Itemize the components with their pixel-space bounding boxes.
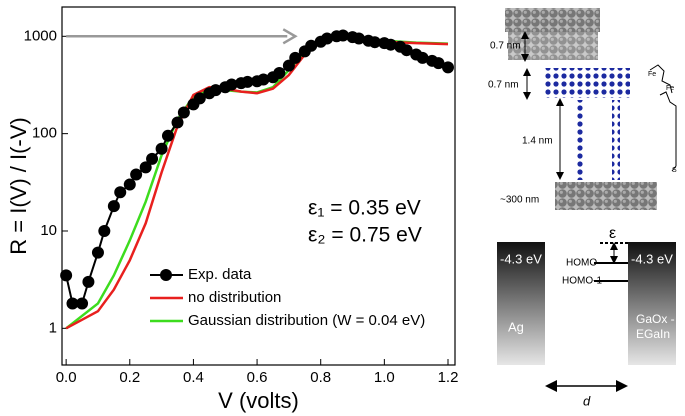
- data-point: [114, 186, 127, 199]
- diagram: 0.7 nm 0.7 nm 1.4 nm ~300 nm Fe Fe S -4.…: [488, 8, 677, 408]
- data-point: [66, 297, 79, 310]
- x-axis-label: V (volts): [218, 388, 299, 413]
- label: ε: [609, 225, 616, 242]
- molecule-sketch: [649, 64, 677, 172]
- plot-frame: [61, 6, 456, 366]
- data-point: [289, 51, 302, 64]
- data-point: [107, 200, 120, 213]
- y-axis-label: R = I(V) / I(-V): [6, 117, 31, 255]
- data-point: [146, 152, 159, 165]
- data-point: [441, 61, 454, 74]
- data-point: [321, 32, 334, 45]
- label: GaOx -: [636, 312, 675, 326]
- electrode-ag: [497, 242, 545, 365]
- data-point: [177, 106, 190, 119]
- legend-label: no distribution: [188, 289, 281, 306]
- annotation: ε₂ = 0.75 eV: [308, 224, 422, 247]
- label: -4.3 eV: [500, 251, 542, 266]
- electrode-top-layer: [508, 32, 598, 60]
- arrow-head: [282, 28, 298, 45]
- chain: [612, 100, 620, 180]
- data-point: [257, 73, 270, 86]
- legend-label: Exp. data: [188, 266, 252, 283]
- data-point: [98, 224, 111, 237]
- label: d: [583, 393, 591, 408]
- x-tick-label: 1.0: [374, 369, 395, 386]
- label: 1.4 nm: [522, 136, 553, 147]
- data-point: [241, 75, 254, 88]
- x-tick-label: 0.0: [56, 369, 77, 386]
- x-tick-label: 0.6: [247, 369, 268, 386]
- label: 0.7 nm: [490, 41, 521, 52]
- data-point: [155, 142, 168, 155]
- data-point: [82, 275, 95, 288]
- data-point: [91, 246, 104, 259]
- data-point: [171, 116, 184, 129]
- data-point: [400, 44, 413, 57]
- x-tick-label: 0.8: [310, 369, 331, 386]
- electrode-bottom: [555, 182, 657, 210]
- chart: 0.0 0.2 0.4 0.6 0.8 1.0 1.2 1 10 100 1000 V (volts)…: [6, 6, 459, 413]
- legend-label: Gaussian distribution (W = 0.04 eV): [188, 312, 425, 329]
- data-point: [416, 51, 429, 64]
- data-point: [336, 29, 349, 42]
- data-point: [368, 36, 381, 49]
- label: HOMO-1: [562, 276, 602, 287]
- label: Fe: [666, 85, 674, 92]
- label: EGaIn: [636, 327, 670, 341]
- data-point: [352, 32, 365, 45]
- data-point: [123, 178, 136, 191]
- data-point: [193, 92, 206, 105]
- data-point: [273, 66, 286, 79]
- data-point: [384, 38, 397, 51]
- label: Ag: [508, 319, 524, 334]
- data-point: [225, 78, 238, 91]
- label: 0.7 nm: [488, 80, 519, 91]
- electrode-egain: [628, 242, 676, 365]
- data-point: [209, 84, 222, 97]
- x-tick-label: 1.2: [438, 369, 459, 386]
- data-point: [60, 269, 73, 282]
- data-point: [139, 161, 152, 174]
- data-point: [161, 129, 174, 142]
- y-tick-label: 10: [40, 222, 57, 239]
- data-point: [432, 57, 445, 70]
- x-tick-label: 0.4: [183, 369, 204, 386]
- data-point: [305, 39, 318, 52]
- electrode-top: [505, 8, 600, 32]
- y-tick-label: 1: [49, 319, 57, 336]
- annotation: ε₁ = 0.35 eV: [308, 197, 421, 220]
- legend-marker: [160, 269, 172, 281]
- y-tick-label: 1000: [24, 27, 57, 44]
- chain: [577, 100, 585, 180]
- data-point: [130, 168, 143, 181]
- label: S: [672, 167, 677, 174]
- y-tick-label: 100: [32, 125, 57, 142]
- label: HOMO: [566, 258, 597, 269]
- label: -4.3 eV: [631, 251, 673, 266]
- headgroups: [545, 68, 630, 98]
- label: Fe: [648, 71, 656, 78]
- x-tick-label: 0.2: [119, 369, 140, 386]
- label: ~300 nm: [500, 195, 539, 206]
- data-point: [76, 297, 89, 310]
